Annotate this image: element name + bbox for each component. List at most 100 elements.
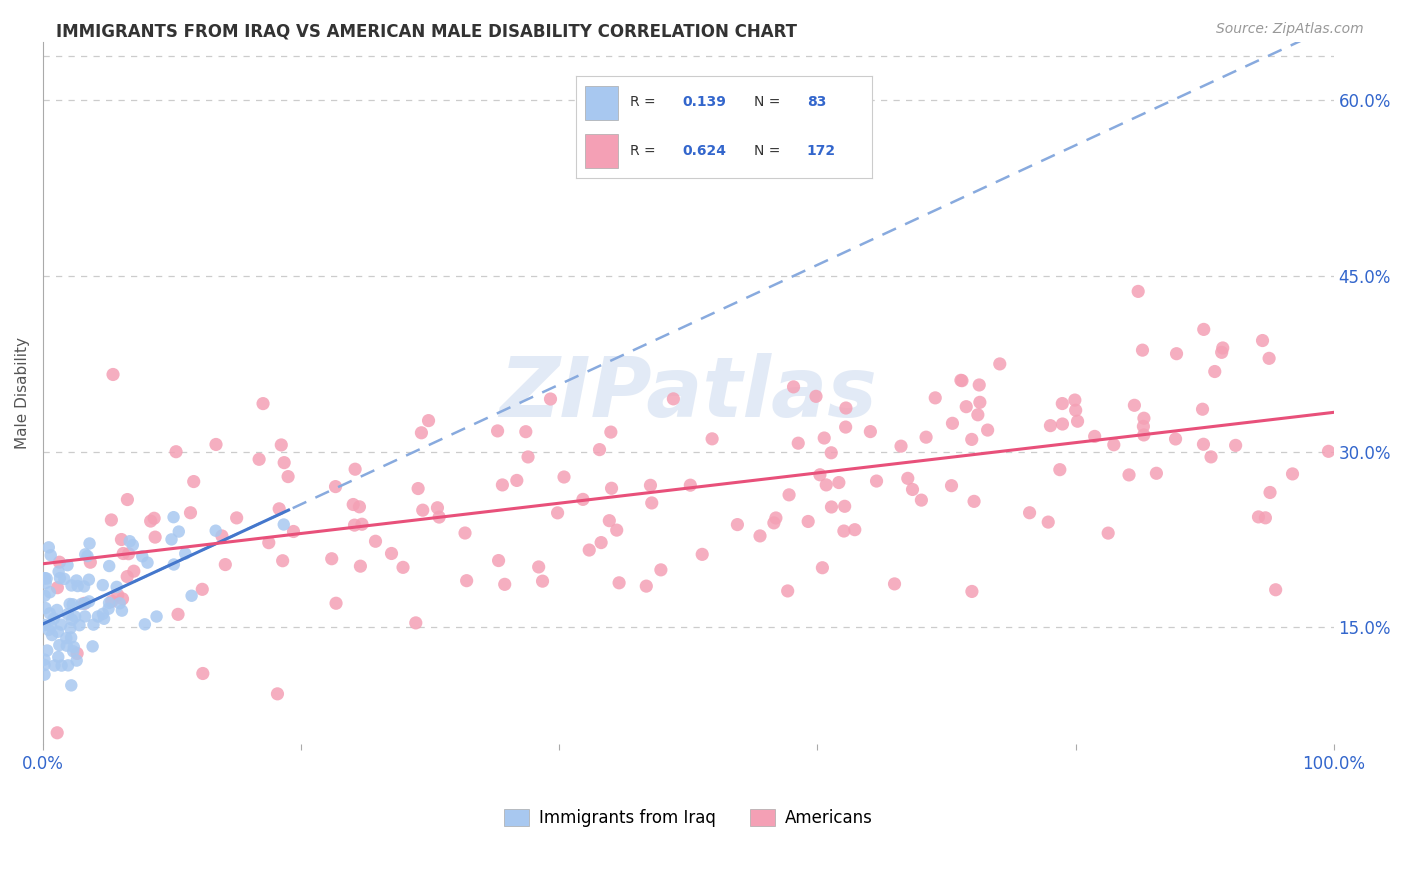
Text: Source: ZipAtlas.com: Source: ZipAtlas.com (1216, 22, 1364, 37)
Point (101, 368, 124, 382)
Point (578, 543, 600, 558)
Text: 0.624: 0.624 (683, 144, 727, 158)
Point (37, 643, 59, 657)
Point (976, 423, 998, 437)
Point (38, 585, 60, 599)
Point (79, 555, 101, 569)
Point (65, 574, 87, 588)
Point (515, 425, 537, 439)
Point (1281, 467, 1303, 481)
Point (725, 517, 748, 532)
Point (924, 391, 946, 405)
FancyBboxPatch shape (585, 135, 617, 168)
Point (1247, 509, 1270, 524)
Point (1164, 432, 1187, 446)
Point (531, 574, 554, 589)
Point (591, 535, 613, 549)
Point (506, 474, 529, 488)
Point (787, 436, 810, 450)
Point (949, 373, 972, 387)
Point (59, 621, 82, 635)
Point (191, 582, 214, 597)
Point (963, 494, 986, 508)
Point (48, 555, 70, 569)
Point (1118, 467, 1140, 482)
Point (60, 578, 83, 592)
Point (143, 511, 166, 525)
Legend: Immigrants from Iraq, Americans: Immigrants from Iraq, Americans (498, 802, 879, 833)
Point (342, 498, 364, 512)
Point (62, 597, 84, 611)
Point (834, 500, 856, 514)
Point (38, 541, 60, 555)
Point (269, 501, 291, 516)
Point (205, 437, 228, 451)
Point (167, 524, 190, 539)
Point (960, 584, 983, 599)
Point (412, 503, 434, 517)
Point (1039, 418, 1062, 433)
Point (73, 596, 96, 610)
Point (97, 601, 120, 615)
Point (941, 478, 963, 492)
Point (1199, 450, 1222, 464)
Point (941, 417, 963, 431)
Point (955, 400, 977, 414)
Point (1212, 341, 1234, 355)
Text: R =: R = (630, 144, 659, 158)
Point (34, 667, 56, 681)
Point (488, 553, 510, 567)
Point (456, 574, 478, 588)
Point (950, 374, 973, 388)
Point (107, 588, 129, 602)
Point (35, 572, 58, 586)
Point (73, 609, 96, 624)
Point (517, 450, 540, 464)
Point (111, 591, 134, 606)
Y-axis label: Male Disability: Male Disability (15, 337, 30, 450)
Point (160, 533, 183, 547)
Point (1066, 414, 1088, 428)
Point (34, 571, 56, 585)
Point (1254, 511, 1277, 525)
Point (46, 649, 69, 664)
Point (960, 433, 983, 447)
Point (214, 558, 236, 572)
Point (75, 547, 97, 561)
Point (349, 500, 371, 514)
Point (380, 546, 402, 560)
Point (778, 488, 800, 502)
Point (804, 389, 827, 403)
Point (110, 533, 132, 547)
Point (844, 523, 866, 537)
Point (1192, 437, 1215, 451)
Point (112, 547, 135, 561)
Point (60, 631, 83, 645)
Point (813, 431, 835, 445)
Point (42, 612, 65, 626)
Point (100, 594, 122, 608)
Point (145, 609, 167, 624)
Point (59, 597, 82, 611)
Point (63, 640, 86, 654)
Point (39, 619, 62, 633)
Point (283, 524, 305, 539)
Point (411, 425, 433, 440)
Point (1133, 428, 1156, 442)
Point (48, 638, 70, 652)
Point (34, 618, 56, 632)
Point (1264, 582, 1286, 597)
Point (34, 601, 56, 615)
Point (1097, 526, 1119, 541)
Point (1123, 398, 1146, 412)
Text: 172: 172 (807, 144, 837, 158)
Point (527, 560, 550, 574)
Point (41, 628, 63, 642)
Point (93, 612, 115, 626)
Point (117, 547, 139, 561)
Text: IMMIGRANTS FROM IRAQ VS AMERICAN MALE DISABILITY CORRELATION CHART: IMMIGRANTS FROM IRAQ VS AMERICAN MALE DI… (56, 22, 797, 40)
Point (606, 523, 628, 537)
Point (163, 558, 186, 572)
Point (969, 395, 991, 409)
Point (915, 430, 938, 444)
